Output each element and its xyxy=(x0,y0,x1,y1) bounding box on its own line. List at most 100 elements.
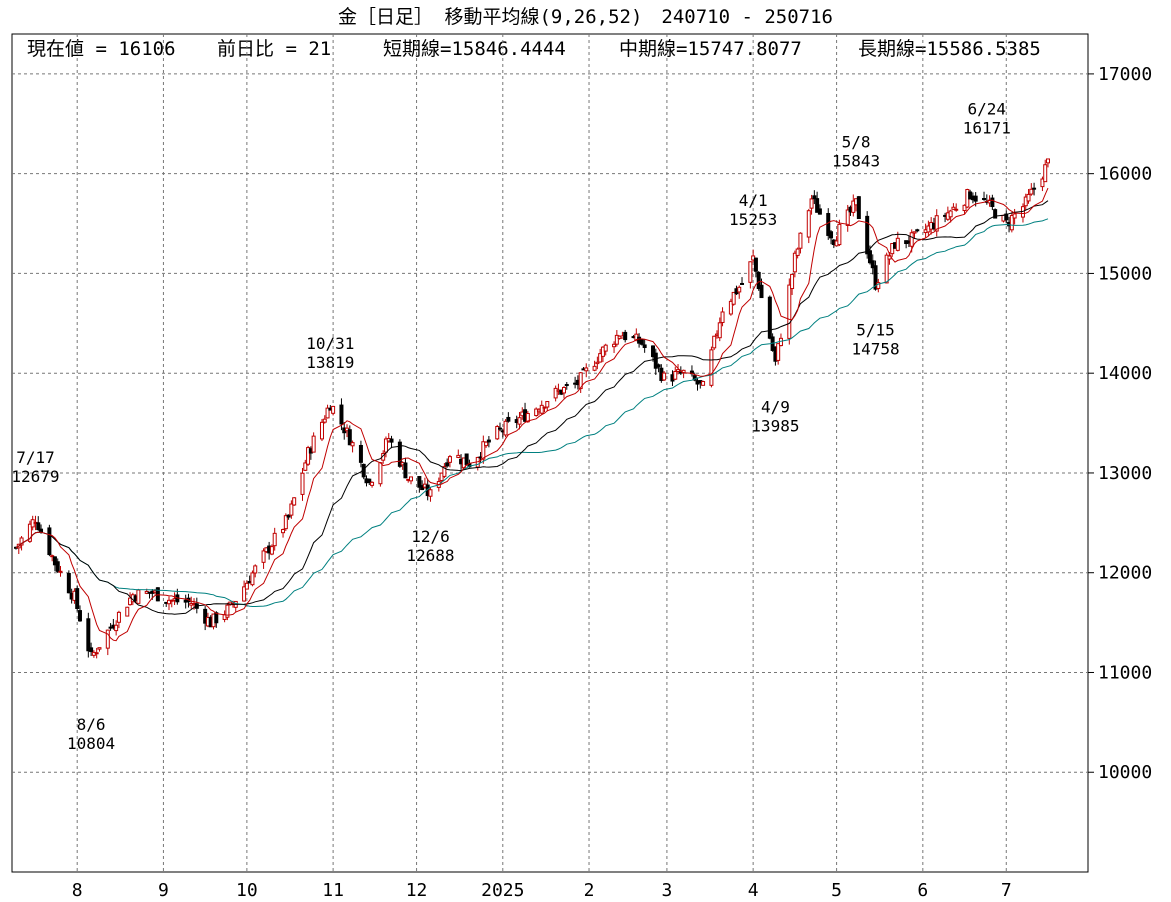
candle-body xyxy=(47,527,52,556)
candle-body xyxy=(495,426,500,440)
candle-body xyxy=(564,384,569,387)
candle-body xyxy=(116,611,121,623)
candle-body xyxy=(281,529,286,534)
candle-body xyxy=(77,610,82,622)
annotations: 7/17126798/61080410/311381912/6126884/11… xyxy=(11,100,1011,753)
candle-body xyxy=(55,561,60,572)
candle-body xyxy=(790,273,795,290)
candle-body xyxy=(856,196,861,220)
candles xyxy=(14,158,1050,659)
info-bar: 現在値 = 16106 前日比 = 21 短期線=15846.4444 中期線=… xyxy=(12,34,1088,60)
candle-body xyxy=(1012,213,1017,219)
candle-body xyxy=(300,472,305,495)
candle-body xyxy=(798,232,803,249)
candle-body xyxy=(545,401,550,408)
candle-body xyxy=(506,416,511,422)
candle-body xyxy=(740,282,745,285)
candle-body xyxy=(915,229,920,232)
candle-body xyxy=(642,344,647,348)
candle-body xyxy=(447,456,452,463)
candle-body xyxy=(370,481,375,486)
candle-body xyxy=(261,550,266,563)
candle-body xyxy=(951,206,956,210)
candle-body xyxy=(720,311,725,323)
y-axis: 10000 11000 12000 13000 14000 15000 16000 17000 xyxy=(1088,64,1152,783)
candle-body xyxy=(656,364,661,368)
candle-body xyxy=(269,546,274,555)
short-ma-value: 短期線=15846.4444 xyxy=(383,38,566,60)
candle-body xyxy=(870,260,875,269)
candle-body xyxy=(389,438,394,443)
candle-body xyxy=(486,439,491,443)
x-tick-label: 11 xyxy=(322,880,344,901)
candle-body xyxy=(756,271,761,290)
candle-body xyxy=(962,204,967,212)
x-tick-label: 10 xyxy=(236,880,258,901)
annotation-date: 5/15 xyxy=(856,321,895,340)
candle-body xyxy=(731,291,736,305)
candle-body xyxy=(481,441,486,460)
candle-body xyxy=(651,345,656,358)
candle-body xyxy=(311,435,316,453)
annotation-date: 4/9 xyxy=(761,398,790,417)
candle-body xyxy=(52,556,57,566)
candle-body xyxy=(306,447,311,465)
annotation-value: 12679 xyxy=(11,467,59,486)
candle-body xyxy=(94,652,99,655)
candle-body xyxy=(895,237,900,251)
candle-body xyxy=(397,441,402,467)
candle-body xyxy=(378,462,383,485)
candle-body xyxy=(214,612,219,624)
candle-body xyxy=(442,466,447,477)
x-tick-label: 12 xyxy=(406,880,428,901)
candle-body xyxy=(806,210,811,238)
candle-body xyxy=(428,489,433,497)
candle-body xyxy=(36,522,41,531)
x-tick-label: 4 xyxy=(748,880,759,901)
candle-body xyxy=(767,296,772,339)
candle-body xyxy=(592,365,597,371)
candle-body xyxy=(86,618,91,652)
candle-body xyxy=(948,210,953,218)
candle-body xyxy=(701,381,706,386)
candle-body xyxy=(503,420,508,436)
candle-body xyxy=(325,407,330,419)
candle-body xyxy=(792,252,797,273)
annotation-value: 15843 xyxy=(832,151,880,170)
candle-body xyxy=(990,197,995,208)
candle-body xyxy=(776,343,781,361)
candle-body xyxy=(584,367,589,372)
x-tick-label: 3 xyxy=(661,880,672,901)
candle-body xyxy=(639,339,644,345)
candle-body xyxy=(909,232,914,247)
candle-body xyxy=(662,372,667,381)
candle-body xyxy=(347,429,352,446)
candle-body xyxy=(812,195,817,200)
candle-body xyxy=(445,462,450,467)
candle-body xyxy=(253,565,258,574)
candle-body xyxy=(748,261,753,283)
candle-body xyxy=(753,257,758,272)
mid-ma-value: 中期線=15747.8077 xyxy=(619,38,802,60)
candle-body xyxy=(873,265,878,290)
candle-body xyxy=(993,209,998,219)
x-tick-label: 6 xyxy=(917,880,928,901)
candle-body xyxy=(837,223,842,246)
candle-body xyxy=(244,582,249,590)
candle-body xyxy=(787,284,792,339)
candle-body xyxy=(968,191,973,200)
candle-body xyxy=(125,606,130,617)
annotation-date: 7/17 xyxy=(16,448,55,467)
candle-body xyxy=(795,248,800,256)
y-tick-label: 16000 xyxy=(1098,164,1152,185)
candle-body xyxy=(692,375,697,381)
candle-body xyxy=(114,624,119,632)
candle-body xyxy=(289,503,294,516)
moving-averages xyxy=(15,187,1049,642)
candle-body xyxy=(851,200,856,213)
candle-body xyxy=(1029,188,1034,195)
candle-body xyxy=(242,586,247,602)
candle-body xyxy=(614,334,619,345)
candle-body xyxy=(19,537,24,546)
grid xyxy=(12,34,1088,872)
